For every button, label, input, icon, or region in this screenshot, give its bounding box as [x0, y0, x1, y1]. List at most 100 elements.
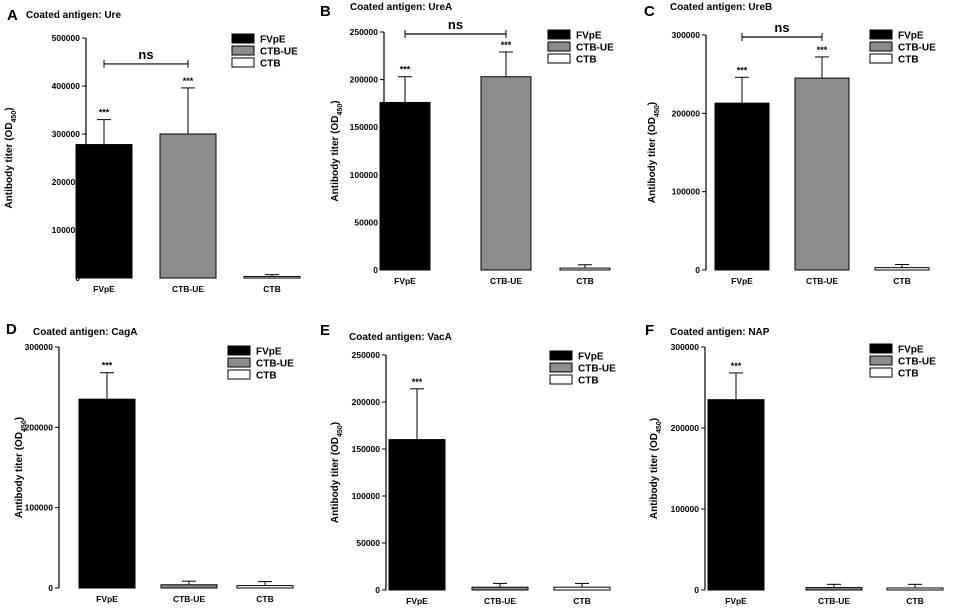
legend-label: CTB: [898, 369, 919, 380]
legend-label: CTB: [576, 55, 597, 66]
legend-label: FVpE: [898, 345, 924, 356]
legend-label: FVpE: [256, 347, 282, 358]
significance-label: ***: [183, 76, 194, 86]
bar-CTB-UE: [159, 133, 217, 279]
legend-swatch: [227, 369, 251, 380]
panel-C: C Coated antigen: UreB 0 100000 200000 300000…: [644, 2, 936, 286]
y-axis-label-main: Antibody titer (OD: [330, 437, 341, 523]
y-axis-label-close: ): [647, 102, 658, 105]
legend-label: CTB: [256, 371, 277, 382]
legend-swatch: [227, 345, 251, 356]
y-axis-label: Antibody titer (OD450): [14, 417, 28, 518]
panel-title: Coated antigen: VacA: [349, 332, 452, 343]
legend-swatch: [549, 362, 573, 373]
y-axis-label-main: Antibody titer (OD: [649, 433, 660, 519]
significance-label: ***: [99, 108, 110, 118]
panel-F: F Coated antigen: NAP 0 100000 200000 300000 A…: [645, 322, 944, 606]
bar-FVpE: [379, 101, 431, 271]
y-tick-label: 200000: [25, 422, 54, 432]
x-tick-label: CTB: [263, 284, 280, 294]
legend-swatch: [547, 41, 571, 52]
y-tick-label: 250000: [352, 350, 381, 360]
bar-CTB-UE: [160, 584, 218, 589]
y-tick-label: 300000: [671, 342, 700, 352]
x-tick-label: CTB: [573, 596, 590, 606]
y-tick-label: 150000: [350, 122, 379, 132]
x-tick-label: FVpE: [394, 276, 416, 286]
y-axis-label-subscript: 450: [11, 111, 18, 123]
legend-swatch: [547, 29, 571, 40]
y-axis-label: Antibody titer (OD450): [649, 418, 663, 519]
panel-letter: C: [644, 3, 655, 20]
panel-letter: A: [7, 7, 18, 24]
y-axis-label-close: ): [4, 107, 15, 110]
y-axis-label-main: Antibody titer (OD: [647, 117, 658, 203]
x-tick-label: CTB-UE: [818, 596, 850, 606]
y-axis-label-main: Antibody titer (OD: [4, 122, 15, 208]
y-tick-label: 300000: [25, 342, 54, 352]
y-tick-label: 200000: [352, 397, 381, 407]
legend-label: CTB-UE: [898, 357, 936, 368]
bar-CTB-UE: [805, 587, 863, 591]
bar-CTB: [243, 276, 301, 279]
y-axis-label-subscript: 450: [337, 104, 344, 116]
bar-FVpE: [388, 439, 446, 591]
x-tick-label: CTB-UE: [173, 594, 205, 604]
y-tick-label: 0: [695, 265, 700, 275]
panel-title: Coated antigen: UreB: [670, 2, 772, 13]
y-tick-label: 400000: [52, 81, 81, 91]
y-tick-label: 200000: [350, 75, 379, 85]
bar-FVpE: [78, 398, 136, 589]
y-tick-label: 0: [48, 583, 53, 593]
y-tick-label: 300000: [672, 30, 701, 40]
y-tick-label: 50000: [354, 217, 378, 227]
legend-label: CTB: [578, 376, 599, 387]
y-tick-label: 100000: [52, 225, 81, 235]
legend-label: CTB-UE: [576, 43, 614, 54]
bar-CTB: [236, 585, 294, 589]
y-tick-label: 100000: [672, 187, 701, 197]
x-tick-label: FVpE: [93, 284, 115, 294]
panel-title: Coated antigen: CagA: [33, 327, 137, 338]
legend-swatch: [547, 53, 571, 64]
legend-swatch: [869, 367, 893, 378]
comparison-label: ns: [774, 20, 789, 35]
bar-CTB: [559, 267, 611, 271]
significance-label: ***: [817, 45, 828, 55]
legend-label: FVpE: [576, 31, 602, 42]
y-axis-label-main: Antibody titer (OD: [14, 432, 25, 518]
panel-letter: D: [6, 321, 17, 338]
y-tick-label: 100000: [25, 503, 54, 513]
y-tick-label: 200000: [52, 177, 81, 187]
y-axis-label-close: ): [14, 417, 25, 420]
x-tick-label: CTB-UE: [484, 596, 516, 606]
legend-swatch: [549, 350, 573, 361]
legend-swatch: [869, 41, 893, 52]
x-tick-label: FVpE: [96, 594, 118, 604]
panel-letter: B: [320, 3, 331, 20]
bar-FVpE: [707, 399, 765, 591]
significance-label: ***: [731, 361, 742, 371]
legend-swatch: [227, 357, 251, 368]
x-tick-label: CTB: [256, 594, 273, 604]
panel-title: Coated antigen: NAP: [670, 327, 770, 338]
y-axis-label-main: Antibody titer (OD: [330, 115, 341, 201]
y-tick-label: 100000: [350, 170, 379, 180]
bar-CTB-UE: [471, 586, 529, 591]
legend-label: CTB-UE: [898, 43, 936, 54]
y-tick-label: 100000: [352, 491, 381, 501]
panel-B: B Coated antigen: UreA 0 50000 100000 150000 2…: [320, 2, 614, 286]
significance-label: ***: [412, 377, 423, 387]
x-tick-label: CTB-UE: [172, 284, 204, 294]
x-tick-label: CTB-UE: [806, 276, 838, 286]
comparison-label: ns: [138, 47, 153, 62]
legend-label: FVpE: [260, 35, 286, 46]
panel-title: Coated antigen: UreA: [350, 2, 452, 13]
bar-FVpE: [714, 102, 770, 271]
x-tick-label: CTB: [576, 276, 593, 286]
panel-D: D Coated antigen: CagA 0 100000 200000 300000…: [6, 321, 294, 604]
x-tick-label: FVpE: [731, 276, 753, 286]
y-axis-label-close: ): [649, 418, 660, 421]
